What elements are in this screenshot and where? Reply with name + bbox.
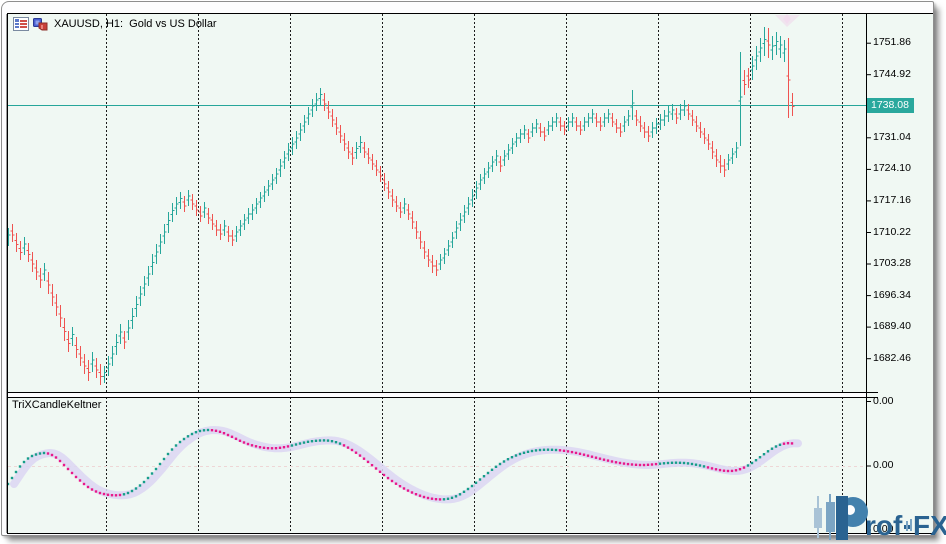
watermark-logo: rof FX [806,492,946,544]
logo-tick2 [910,519,912,531]
chart-indicator-icon [33,18,48,31]
logo-tick1 [906,521,908,531]
logo-text-fx: FX [913,510,946,541]
logo-candle-body [814,508,822,528]
chart-title: XAUUSD, H1: Gold vs US Dollar [54,18,217,30]
logo-candle2-body [826,502,835,532]
current-price-badge: 1738.08 [867,98,914,113]
indicator-name-label: TriXCandleKeltner [12,399,102,411]
chart-title-bar: XAUUSD, H1: Gold vs US Dollar [13,16,217,32]
chart-quotes-icon [13,17,29,31]
logo-text-rof: rof [865,510,903,541]
logo-p-stem [836,496,848,540]
